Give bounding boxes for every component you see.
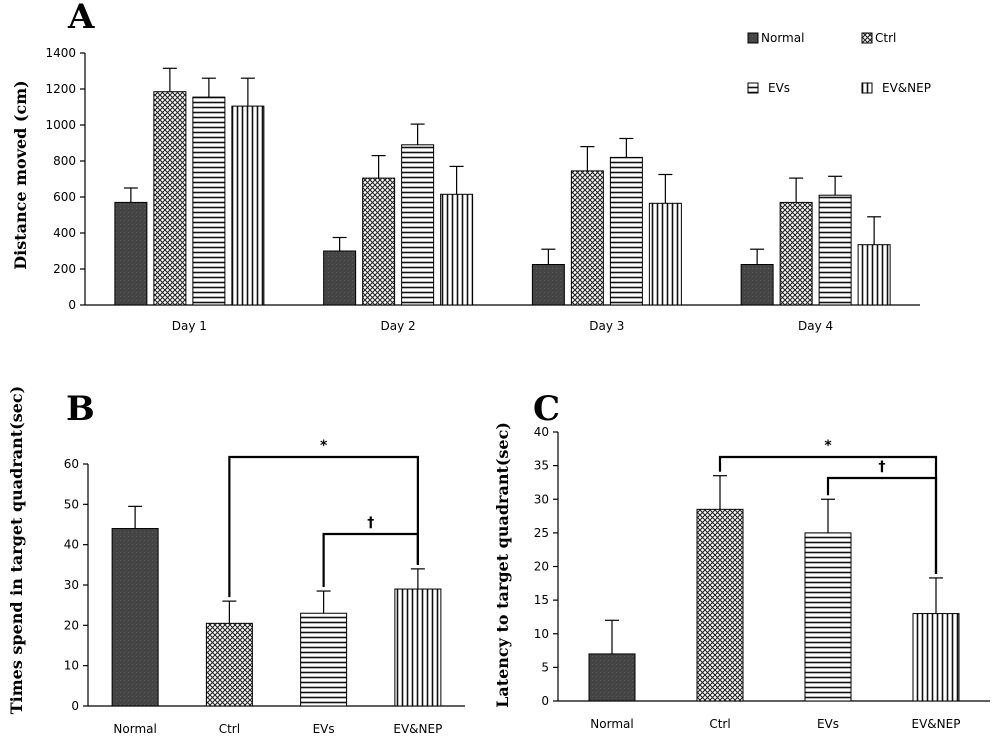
significance-mark-b-1: † — [367, 515, 374, 531]
y-tick-label-a: 600 — [53, 190, 76, 204]
y-tick-label-c: 0 — [541, 694, 549, 708]
bar-a-3-0 — [740, 264, 774, 306]
y-tick-label-c: 40 — [534, 425, 549, 439]
bar-c-1 — [696, 508, 744, 702]
bar-a-2-2 — [609, 156, 643, 306]
y-tick-label-a: 0 — [68, 298, 76, 312]
x-tick-label-a: Day 1 — [172, 319, 207, 333]
chart-panel-c: 0 5 10 15 20 25 30 35 40 Normal Ctrl EVs EV&NEP * † — [534, 425, 990, 731]
y-tick-label-b: 60 — [64, 457, 79, 471]
x-tick-label-a: Day 2 — [381, 319, 416, 333]
chart-panel-a: 0 200 400 600 800 1000 1200 1400 Day 1 Day 2 Day 3… — [45, 31, 931, 333]
y-tick-label-a: 400 — [53, 226, 76, 240]
y-tick-label-a: 1000 — [45, 118, 76, 132]
y-tick-label-c: 20 — [534, 560, 549, 574]
y-tick-label-b: 0 — [71, 699, 79, 713]
panel-label-b: B — [66, 389, 95, 429]
legend-swatch-2 — [747, 82, 759, 94]
legend-label-3: EV&NEP — [882, 81, 931, 95]
y-tick-label-b: 50 — [64, 497, 79, 511]
bar-a-1-0 — [323, 250, 357, 306]
x-tick-label-b: EVs — [313, 722, 335, 736]
bar-a-1-2 — [401, 144, 435, 306]
bar-c-0 — [588, 653, 636, 702]
bar-a-2-3 — [648, 202, 682, 306]
y-axis-title-a: Distance moved (cm) — [11, 80, 30, 270]
y-tick-label-c: 25 — [534, 526, 549, 540]
bar-b-0 — [111, 528, 159, 707]
x-tick-label-a: Day 3 — [589, 319, 624, 333]
panel-label-c: C — [533, 389, 560, 429]
significance-bracket-c-1 — [826, 476, 938, 574]
y-tick-label-c: 5 — [541, 660, 549, 674]
legend-swatch-0 — [747, 32, 759, 44]
x-tick-label-b: Normal — [113, 722, 156, 736]
y-axis-title-c: Latency to target quadrant(sec) — [493, 422, 512, 708]
bar-b-1 — [205, 622, 253, 707]
y-tick-label-a: 1200 — [45, 82, 76, 96]
bar-a-0-3 — [231, 105, 265, 306]
x-tick-label-a: Day 4 — [798, 319, 833, 333]
y-tick-label-b: 10 — [64, 659, 79, 673]
significance-mark-b-0: * — [320, 438, 328, 454]
bar-b-3 — [394, 588, 442, 707]
legend-swatch-1 — [861, 32, 873, 44]
bar-c-2 — [804, 532, 852, 702]
y-tick-label-b: 40 — [64, 538, 79, 552]
legend-label-2: EVs — [768, 81, 790, 95]
y-tick-label-c: 35 — [534, 459, 549, 473]
bar-b-2 — [300, 612, 348, 707]
x-tick-label-c: Normal — [590, 717, 633, 731]
x-tick-label-c: EV&NEP — [912, 717, 961, 731]
x-tick-label-c: Ctrl — [709, 717, 730, 731]
significance-bracket-b-1 — [322, 532, 419, 588]
chart-panel-b: 0 10 20 30 40 50 60 Normal Ctrl EVs EV&NEP * † — [64, 438, 465, 736]
bar-a-1-1 — [362, 177, 396, 306]
y-tick-label-c: 10 — [534, 627, 549, 641]
legend-swatch-3 — [861, 82, 873, 94]
x-tick-label-b: Ctrl — [219, 722, 240, 736]
y-tick-label-a: 200 — [53, 262, 76, 276]
y-tick-label-b: 20 — [64, 618, 79, 632]
significance-mark-c-1: † — [879, 459, 886, 475]
bar-a-2-0 — [531, 264, 565, 306]
y-tick-label-c: 30 — [534, 492, 549, 506]
bar-a-3-2 — [818, 194, 852, 306]
bar-a-3-1 — [779, 201, 813, 306]
y-tick-label-c: 15 — [534, 593, 549, 607]
legend-label-1: Ctrl — [875, 31, 896, 45]
x-tick-label-b: EV&NEP — [393, 722, 442, 736]
bar-a-0-0 — [114, 201, 148, 306]
panel-label-a: A — [67, 0, 95, 37]
y-tick-label-b: 30 — [64, 578, 79, 592]
bar-c-3 — [912, 613, 960, 702]
bar-a-1-3 — [440, 193, 474, 306]
legend-label-0: Normal — [761, 31, 804, 45]
bar-a-0-1 — [153, 91, 187, 306]
bar-a-2-1 — [570, 170, 604, 306]
bar-a-0-2 — [192, 96, 226, 306]
y-tick-label-a: 1400 — [45, 46, 76, 60]
significance-bracket-b-0 — [228, 455, 419, 598]
x-tick-label-c: EVs — [817, 717, 839, 731]
bar-a-3-3 — [857, 244, 891, 306]
y-axis-title-b: Times spend in target quadrant(sec) — [7, 386, 26, 715]
y-tick-label-a: 800 — [53, 154, 76, 168]
significance-mark-c-0: * — [824, 438, 832, 454]
